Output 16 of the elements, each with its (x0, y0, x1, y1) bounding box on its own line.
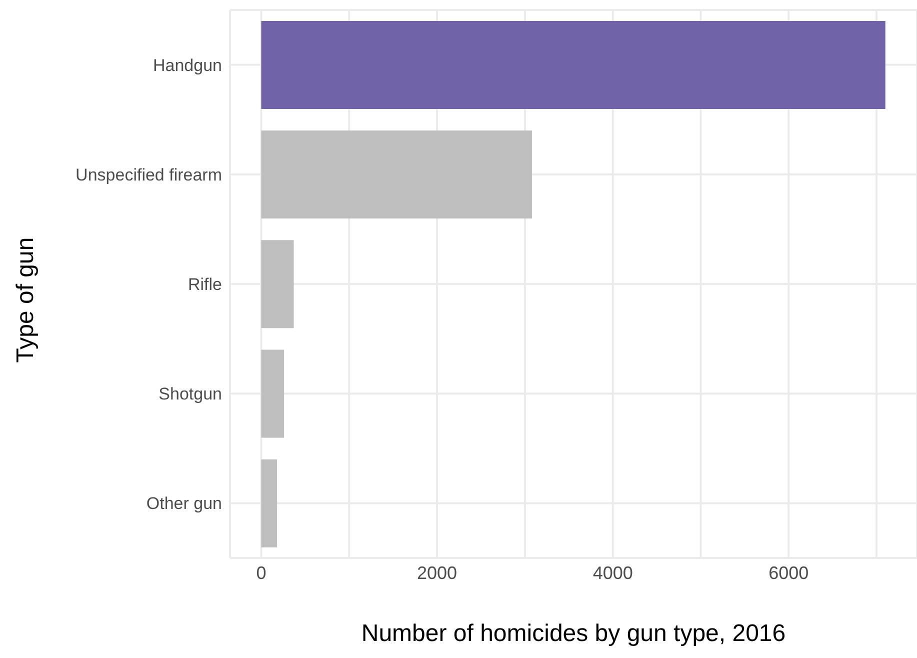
y-tick-label: Rifle (188, 275, 222, 294)
y-axis-title: Type of gun (12, 237, 40, 363)
bar (261, 459, 278, 548)
y-tick-label: Other gun (146, 494, 222, 514)
y-tick-label: Unspecified firearm (76, 165, 222, 184)
y-tick-label: Handgun (152, 56, 222, 75)
x-tick-label: 0 (256, 562, 266, 583)
bar (261, 240, 294, 328)
bar (261, 350, 284, 438)
bar (261, 20, 886, 109)
x-tick-label: 4000 (592, 562, 633, 583)
bar (261, 130, 532, 219)
x-tick-label: 2000 (417, 562, 458, 583)
x-tick-label: 6000 (768, 562, 809, 583)
y-tick-label: Shotgun (158, 384, 222, 404)
x-axis-title: Number of homicides by gun type, 2016 (360, 620, 787, 648)
